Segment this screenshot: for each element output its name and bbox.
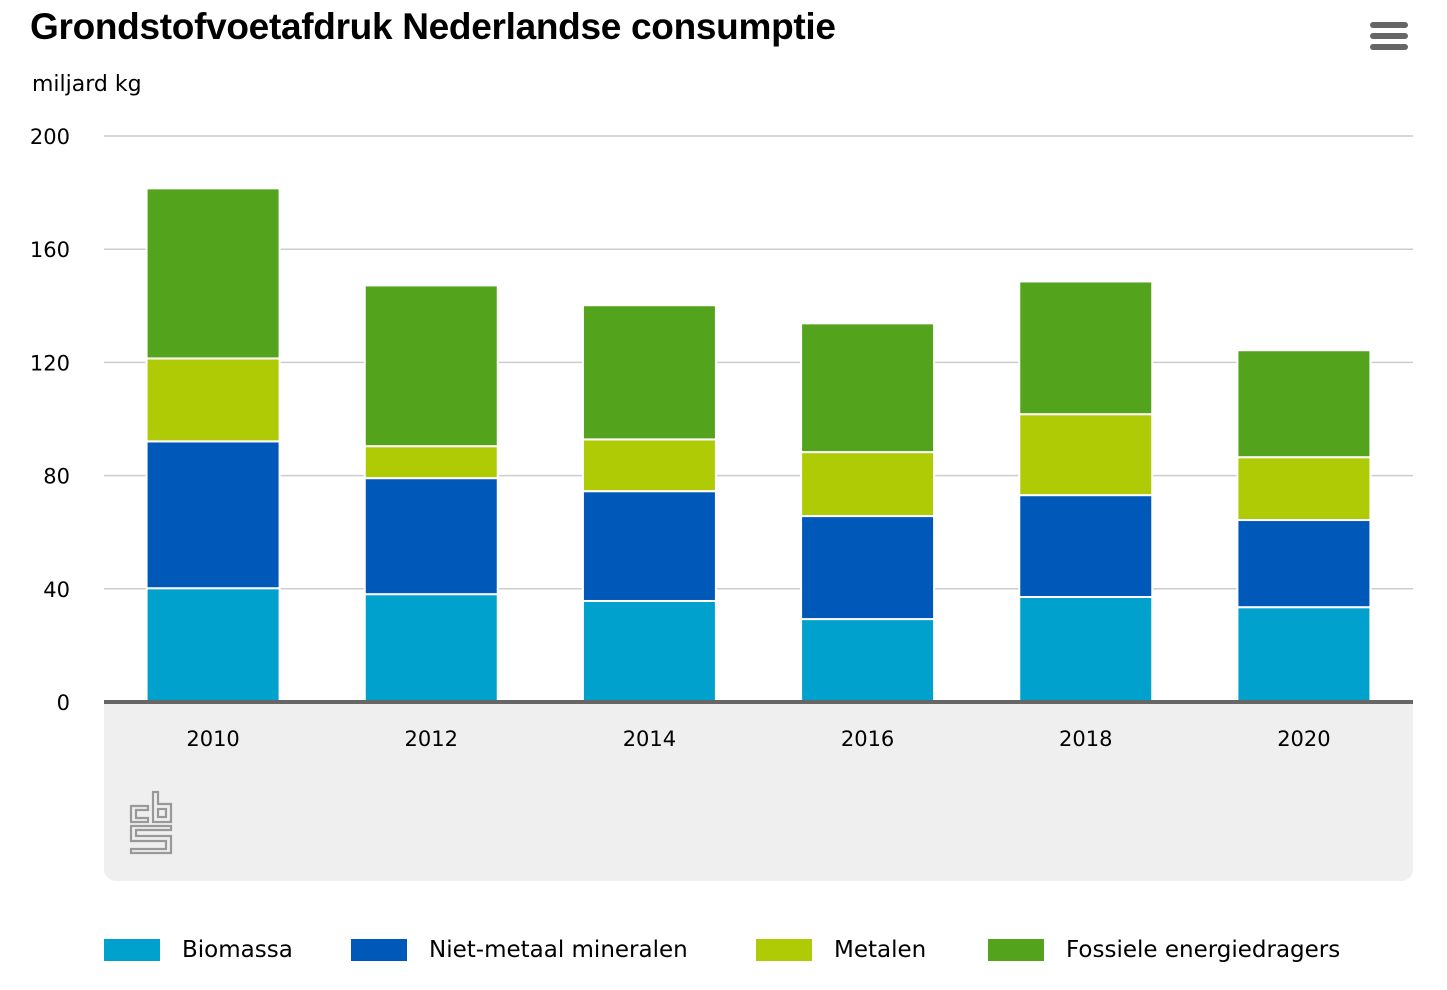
bar-segment-niet-metaal-mineralen-2020[interactable] (1236, 519, 1372, 609)
y-tick-label: 80 (43, 465, 70, 489)
y-tick-label: 120 (30, 351, 70, 375)
bar-segment-metalen-2012[interactable] (363, 445, 499, 480)
bar-segment-niet-metaal-mineralen-2016[interactable] (800, 515, 936, 621)
bar-segment-biomassa-2014[interactable] (581, 599, 717, 703)
legend-swatch (104, 939, 160, 961)
bar-segment-fossiele-energiedragers-2020[interactable] (1236, 349, 1372, 459)
y-tick-label: 40 (43, 578, 70, 602)
legend-item-biomassa[interactable]: Biomassa (104, 930, 293, 970)
gridlines (104, 135, 1413, 590)
bar-segment-fossiele-energiedragers-2014[interactable] (581, 304, 717, 441)
bar-segment-fossiele-energiedragers-2018[interactable] (1018, 280, 1154, 416)
y-tick-label: 160 (30, 238, 70, 262)
bar-segment-biomassa-2018[interactable] (1018, 596, 1154, 704)
x-axis-panel (104, 703, 1413, 881)
bar-segment-niet-metaal-mineralen-2012[interactable] (363, 477, 499, 596)
bar-segment-fossiele-energiedragers-2012[interactable] (363, 284, 499, 448)
legend-swatch (756, 939, 812, 961)
stacked-bar-chart: 0 40 80 120 160 200 2010 2012 2014 2016 2018 2020 (30, 125, 1413, 751)
bar-segment-biomassa-2016[interactable] (800, 618, 936, 703)
bar-segment-niet-metaal-mineralen-2010[interactable] (145, 440, 281, 590)
bar-segment-fossiele-energiedragers-2016[interactable] (800, 322, 936, 454)
bar-segment-metalen-2016[interactable] (800, 451, 936, 518)
x-tick-label: 2010 (186, 727, 239, 751)
cbs-logo-icon (129, 790, 173, 855)
x-tick-label: 2016 (841, 727, 894, 751)
legend-item-niet-metaal-mineralen[interactable]: Niet-metaal mineralen (351, 930, 688, 970)
x-axis-ticks: 2010 2012 2014 2016 2018 2020 (186, 727, 1330, 751)
legend-swatch (988, 939, 1044, 961)
menu-line (1370, 44, 1408, 50)
y-tick-label: 0 (57, 691, 70, 715)
x-tick-label: 2014 (623, 727, 676, 751)
legend-item-fossiele-energiedragers[interactable]: Fossiele energiedragers (988, 930, 1340, 970)
bar-segment-biomassa-2020[interactable] (1236, 606, 1372, 704)
bars (145, 187, 1372, 704)
legend-label: Metalen (834, 937, 927, 963)
bar-segment-biomassa-2012[interactable] (363, 593, 499, 703)
legend-item-metalen[interactable]: Metalen (756, 930, 926, 970)
y-axis-unit-label: miljard kg (32, 72, 142, 97)
bar-segment-biomassa-2010[interactable] (145, 587, 281, 704)
bar-segment-metalen-2018[interactable] (1018, 413, 1154, 497)
y-axis-ticks: 0 40 80 120 160 200 (30, 125, 70, 715)
x-tick-label: 2020 (1277, 727, 1330, 751)
hamburger-menu-icon[interactable] (1366, 18, 1412, 58)
legend-label: Fossiele energiedragers (1066, 937, 1341, 963)
bar-segment-fossiele-energiedragers-2010[interactable] (145, 187, 281, 360)
bar-segment-niet-metaal-mineralen-2014[interactable] (581, 490, 717, 602)
y-tick-label: 200 (30, 125, 70, 149)
legend: Biomassa Niet-metaal mineralen Metalen F… (104, 930, 1424, 970)
legend-label: Biomassa (182, 937, 293, 963)
legend-label: Niet-metaal mineralen (429, 937, 688, 963)
menu-line (1370, 33, 1408, 39)
bar-segment-metalen-2014[interactable] (581, 438, 717, 493)
bar-segment-metalen-2010[interactable] (145, 357, 281, 443)
x-tick-label: 2018 (1059, 727, 1112, 751)
bar-segment-metalen-2020[interactable] (1236, 456, 1372, 522)
chart-title: Grondstofvoetafdruk Nederlandse consumpt… (30, 6, 836, 47)
bar-segment-niet-metaal-mineralen-2018[interactable] (1018, 494, 1154, 599)
menu-line (1370, 22, 1408, 28)
legend-swatch (351, 939, 407, 961)
x-tick-label: 2012 (405, 727, 458, 751)
